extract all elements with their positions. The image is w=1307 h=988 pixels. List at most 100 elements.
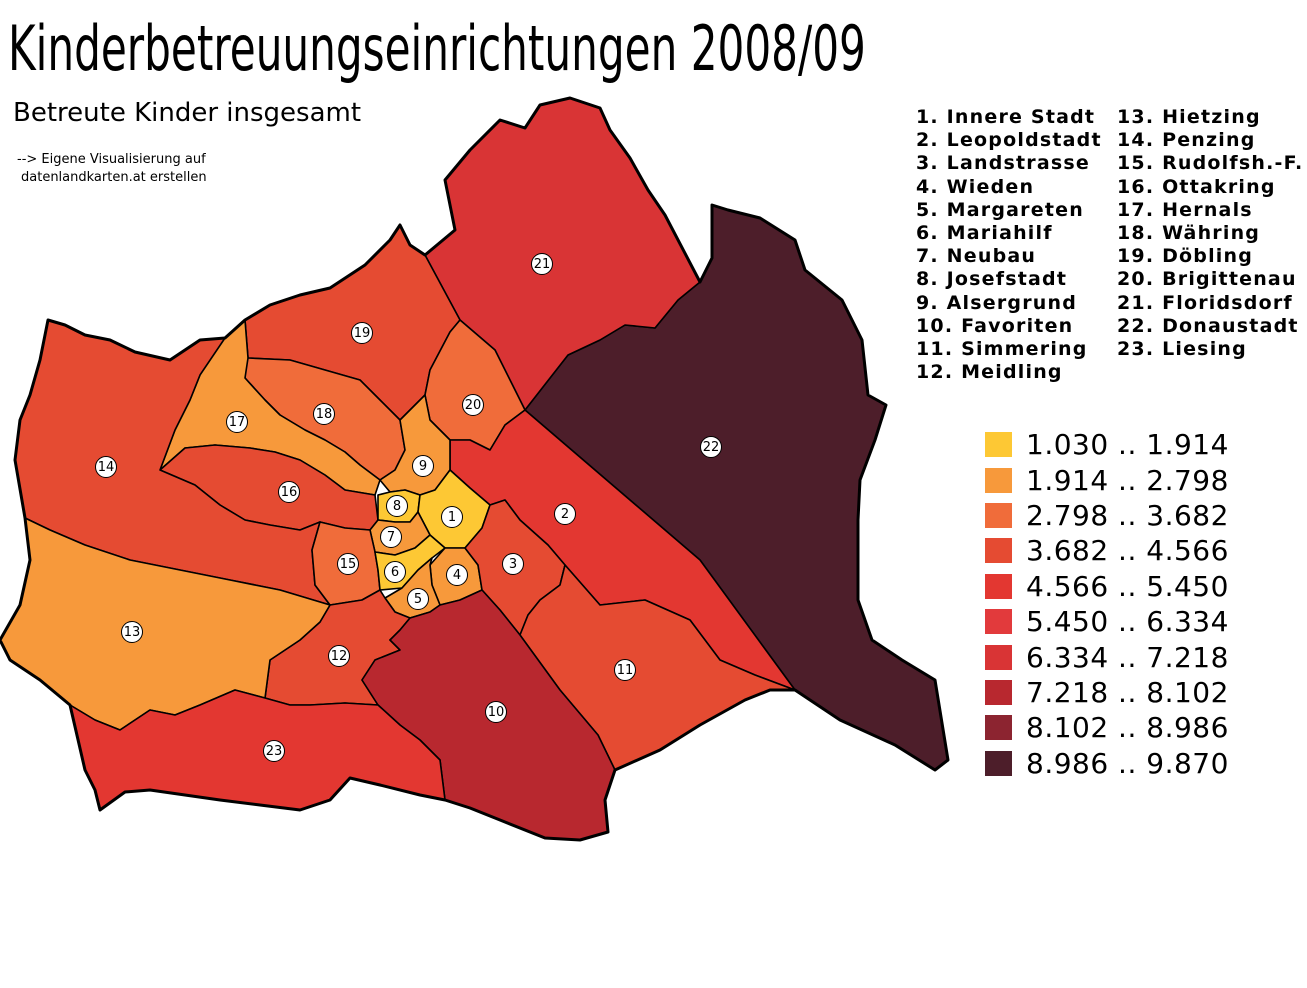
legend-label: 7.218 .. 8.102 (1026, 675, 1229, 709)
district-name-entry: 22. Donaustadt (1117, 314, 1299, 337)
district-6-label: 6 (391, 565, 399, 580)
district-15-label: 15 (340, 557, 357, 572)
district-16-label: 16 (281, 485, 298, 500)
district-21-label-marker (531, 253, 553, 275)
district-name-entry: 4. Wieden (916, 175, 1035, 198)
district-19-label-marker (351, 322, 373, 344)
district-3-label-marker (502, 553, 524, 575)
legend-swatch (985, 609, 1012, 635)
district-12-label-marker (328, 645, 350, 667)
legend-label: 8.986 .. 9.870 (1026, 746, 1229, 780)
district-name-entry: 14. Penzing (1117, 129, 1256, 152)
district-17-label: 17 (229, 415, 246, 430)
legend-row: 7.218 .. 8.102 (985, 675, 1229, 710)
district-3-label: 3 (509, 557, 517, 572)
district-10-label-marker (485, 701, 507, 723)
district-11-label-marker (614, 659, 636, 681)
district-19-label: 19 (354, 326, 371, 341)
district-name-entry: 8. Josefstadt (916, 268, 1068, 291)
district-23-label-marker (263, 740, 285, 762)
legend-row: 1.914 .. 2.798 (985, 462, 1229, 497)
district-name-entry: 16. Ottakring (1117, 175, 1276, 198)
district-name-entry: 17. Hernals (1117, 198, 1253, 221)
district-5-label: 5 (414, 592, 422, 607)
district-13-label-marker (121, 621, 143, 643)
district-6-label-marker (384, 561, 406, 583)
legend-row: 5.450 .. 6.334 (985, 604, 1229, 639)
map-title: Kinderbetreuungseinrichtungen 2008/09 (8, 12, 866, 85)
district-16-label-marker (278, 481, 300, 503)
district-name-entry: 21. Floridsdorf (1117, 291, 1293, 314)
district-14-label: 14 (98, 460, 115, 475)
district-name-entry: 7. Neubau (916, 245, 1037, 268)
legend-swatch (985, 538, 1012, 564)
district-name-entry: 13. Hietzing (1117, 106, 1261, 128)
visualization-note[interactable]: --> Eigene Visualisierung auf datenlandk… (17, 151, 207, 187)
district-22-label-marker (700, 436, 722, 458)
legend-swatch (985, 644, 1012, 670)
legend-label: 1.030 .. 1.914 (1026, 428, 1229, 462)
district-names-column-2: 13. Hietzing 14. Penzing 15. Rudolfsh.-F. 1… (1117, 106, 1303, 361)
district-17-label-marker (226, 411, 248, 433)
city-boundary (0, 96, 950, 842)
legend-label: 3.682 .. 4.566 (1026, 534, 1229, 568)
legend-swatch (985, 467, 1012, 493)
district-name-entry: 23. Liesing (1117, 337, 1247, 360)
district-18-label-marker (313, 403, 335, 425)
district-2-label: 2 (561, 507, 569, 522)
legend-label: 1.914 .. 2.798 (1026, 463, 1229, 497)
legend-row: 6.334 .. 7.218 (985, 639, 1229, 674)
legend-label: 4.566 .. 5.450 (1026, 569, 1229, 603)
legend-label: 8.102 .. 8.986 (1026, 711, 1229, 745)
legend-row: 3.682 .. 4.566 (985, 533, 1229, 568)
legend-row: 4.566 .. 5.450 (985, 569, 1229, 604)
legend-swatch (985, 679, 1012, 705)
district-10-label: 10 (488, 705, 505, 720)
map-subtitle: Betreute Kinder insgesamt (13, 98, 362, 128)
district-name-entry: 12. Meidling (916, 361, 1063, 384)
district-name-entry: 6. Mariahilf (916, 221, 1053, 244)
district-21-label: 21 (534, 257, 551, 272)
district-4-label-marker (446, 564, 468, 586)
district-4-label: 4 (453, 568, 461, 583)
note-line-1: --> Eigene Visualisierung auf (17, 152, 206, 167)
district-names-column-1: 1. Innere Stadt 2. Leopoldstadt 3. Landstr… (916, 106, 1102, 384)
district-name-entry: 9. Alsergrund (916, 291, 1078, 314)
district-11-label: 11 (617, 663, 634, 678)
district-name-entry: 20. Brigittenau (1117, 268, 1297, 291)
district-9-label-marker (412, 455, 434, 477)
district-7-label: 7 (387, 530, 395, 545)
legend-swatch (985, 750, 1012, 776)
legend-swatch (985, 432, 1012, 458)
district-1-label-marker (441, 506, 463, 528)
district-23-label: 23 (266, 744, 283, 759)
legend-row: 1.030 .. 1.914 (985, 427, 1229, 462)
district-2-label-marker (554, 503, 576, 525)
district-name-entry: 5. Margareten (916, 198, 1084, 221)
district-name-entry: 15. Rudolfsh.-F. (1117, 152, 1304, 175)
district-name-entry: 18. Währing (1117, 221, 1261, 244)
legend-row: 8.102 .. 8.986 (985, 710, 1229, 745)
district-8-label: 8 (393, 499, 401, 514)
district-12-label: 12 (331, 649, 348, 664)
note-line-2: datenlandkarten.at erstellen (21, 170, 207, 185)
legend-label: 6.334 .. 7.218 (1026, 640, 1229, 674)
legend-label: 5.450 .. 6.334 (1026, 605, 1229, 639)
legend-row: 8.986 .. 9.870 (985, 746, 1229, 781)
district-name-entry: 2. Leopoldstadt (916, 129, 1102, 152)
district-name-entry: 10. Favoriten (916, 314, 1074, 337)
district-20-label: 20 (465, 398, 482, 413)
district-name-entry: 1. Innere Stadt (916, 106, 1096, 128)
district-name-entry: 11. Simmering (916, 337, 1088, 360)
district-18-label: 18 (316, 407, 333, 422)
district-name-entry: 19. Döbling (1117, 245, 1254, 268)
legend-swatch (985, 573, 1012, 599)
legend-label: 2.798 .. 3.682 (1026, 498, 1229, 532)
district-9-label: 9 (419, 459, 427, 474)
legend-swatch (985, 715, 1012, 741)
legend-row: 2.798 .. 3.682 (985, 498, 1229, 533)
district-22-label: 22 (703, 440, 720, 455)
legend: 1.030 .. 1.914 1.914 .. 2.798 2.798 .. 3.6… (985, 427, 1229, 781)
